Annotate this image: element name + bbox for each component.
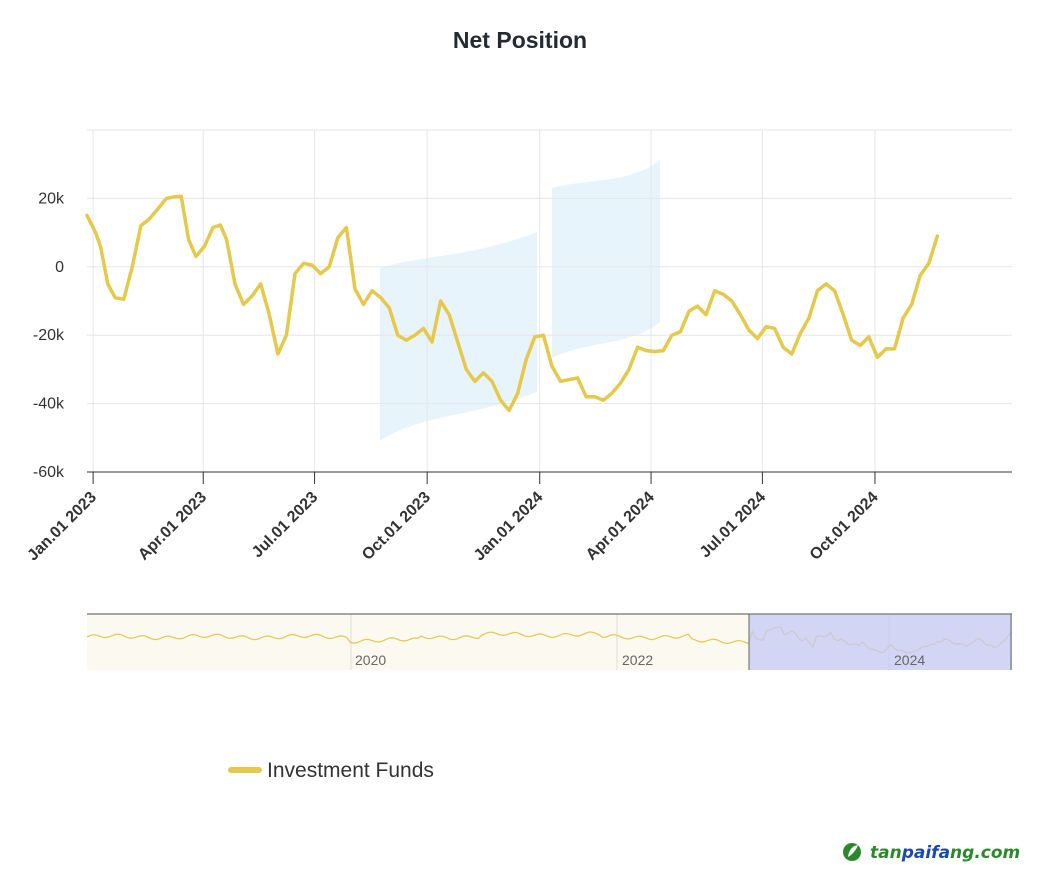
watermark-logo-icon xyxy=(380,160,660,441)
series-line-investment-funds[interactable] xyxy=(85,194,940,413)
legend-item-investment-funds[interactable]: Investment Funds xyxy=(228,759,434,782)
brand-watermark: tanpaifang.com xyxy=(843,843,1020,863)
vertical-gridlines xyxy=(92,130,876,472)
x-axis-ticks: Jan.01 2023 Apr.01 2023 Jul.01 2023 Oct.01 … xyxy=(24,472,882,565)
navigator-selected-range[interactable] xyxy=(749,614,1012,670)
chart-title: Net Position xyxy=(453,27,587,53)
x-tick-label: Apr.01 2023 xyxy=(135,489,210,564)
x-tick-label: Jan.01 2024 xyxy=(471,489,547,565)
x-tick-label: Jul.01 2023 xyxy=(249,489,321,561)
x-tick-label: Jan.01 2023 xyxy=(24,489,100,565)
y-tick-label: -60k xyxy=(33,464,65,481)
x-tick-label: Jul.01 2024 xyxy=(697,489,769,561)
navigator-label-2020: 2020 xyxy=(355,652,386,668)
y-tick-label: 0 xyxy=(55,259,64,276)
legend-label: Investment Funds xyxy=(267,759,434,782)
navigator-label-2022: 2022 xyxy=(622,652,653,668)
x-tick-label: Apr.01 2024 xyxy=(583,489,658,564)
brand-site-text: tanpaifang.com xyxy=(870,843,1020,863)
x-tick-label: Oct.01 2024 xyxy=(807,489,882,564)
y-tick-label: -40k xyxy=(33,396,65,413)
navigator[interactable]: 2020 2022 2024 xyxy=(86,613,1013,670)
navigator-label-2024: 2024 xyxy=(894,652,925,668)
y-tick-label: -20k xyxy=(33,327,65,344)
y-axis-ticks: 20k 0 -20k -40k -60k xyxy=(33,190,65,481)
y-tick-label: 20k xyxy=(38,190,65,207)
x-tick-label: Oct.01 2023 xyxy=(359,489,434,564)
brand-leaf-icon xyxy=(843,843,861,861)
horizontal-gridlines xyxy=(87,129,1012,405)
